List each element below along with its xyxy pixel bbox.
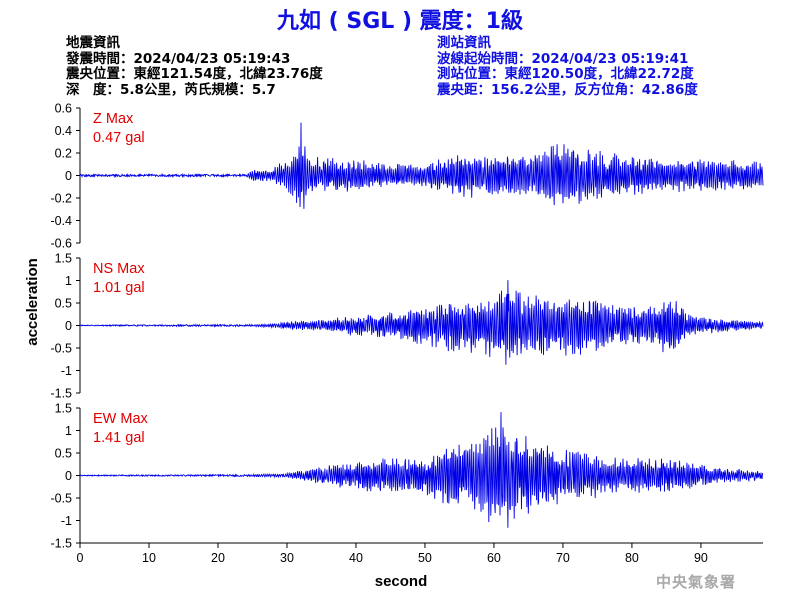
agency-watermark: 中央氣象署 [656, 573, 737, 591]
epicenter-location: 震央位置：東經121.54度，北緯23.76度 [66, 66, 323, 82]
chart-title: 九如 ( SGL ) 震度：1級 [277, 9, 523, 34]
station-location: 測站位置：東經120.50度，北緯22.72度 [437, 66, 694, 82]
earthquake-info: 地震資訊 發震時間：2024/04/23 05:19:43 震央位置：東經121… [66, 35, 323, 98]
waveform-trace-ns [79, 280, 764, 365]
y-tick-label: 0.4 [55, 124, 72, 138]
y-tick-label: 1.5 [55, 402, 72, 416]
max-label: EW Max [93, 411, 149, 427]
y-tick-label: 0.5 [55, 297, 72, 311]
time-axis: 0 10 20 30 40 50 60 70 80 90 [77, 542, 763, 565]
x-tick-label: 70 [556, 551, 570, 565]
y-tick-label: 1 [65, 274, 72, 288]
x-tick-label: 40 [349, 551, 363, 565]
y-tick-label: -0.2 [50, 192, 72, 206]
y-tick-label: -1.5 [50, 387, 72, 401]
waveform-trace-z [79, 122, 764, 209]
x-tick-label: 80 [625, 551, 639, 565]
max-value: 0.47 gal [93, 130, 145, 146]
x-tick-label: 30 [280, 551, 294, 565]
y-tick-label: 1.5 [55, 252, 72, 266]
y-tick-label: -0.5 [50, 342, 72, 356]
y-tick-label: -0.5 [50, 492, 72, 506]
panel-ns: -1.5 -1 -0.5 0 0.5 1 1.5 NS Max 1.01 gal [50, 252, 764, 401]
y-tick-label: -0.4 [50, 214, 72, 228]
y-tick-label: 0.6 [55, 102, 72, 116]
y-tick-label: 0.2 [55, 147, 72, 161]
y-axis-label: acceleration [24, 258, 41, 346]
panel-ew: -1.5 -1 -0.5 0 0.5 1 1.5 EW Max 1.41 gal [50, 402, 764, 551]
y-tick-label: -0.6 [50, 237, 72, 251]
station-info-heading: 測站資訊 [437, 35, 491, 51]
y-tick-label: -1 [61, 364, 72, 378]
panel-z: -0.6 -0.4 -0.2 0 0.2 0.4 0.6 Z Max 0.47 gal [50, 102, 764, 251]
y-tick-label: 0.5 [55, 447, 72, 461]
x-tick-label: 90 [694, 551, 708, 565]
max-label: NS Max [93, 261, 145, 277]
earthquake-info-heading: 地震資訊 [66, 35, 120, 51]
max-value: 1.41 gal [93, 430, 145, 446]
waveform-trace-ew [79, 412, 764, 528]
x-tick-label: 60 [487, 551, 501, 565]
station-info: 測站資訊 波線起始時間：2024/04/23 05:19:41 測站位置：東經1… [437, 35, 698, 98]
x-tick-label: 10 [142, 551, 156, 565]
x-tick-label: 0 [77, 551, 84, 565]
max-value: 1.01 gal [93, 280, 145, 296]
y-tick-label: -1 [61, 514, 72, 528]
wave-start-time: 波線起始時間：2024/04/23 05:19:41 [437, 50, 689, 67]
x-tick-label: 20 [211, 551, 225, 565]
x-axis-label: second [375, 573, 428, 590]
distance-azimuth: 震央距：156.2公里，反方位角：42.86度 [437, 81, 698, 98]
depth-magnitude: 深 度：5.8公里，芮氏規模：5.7 [66, 81, 276, 98]
y-tick-label: 0 [65, 319, 72, 333]
y-tick-label: -1.5 [50, 537, 72, 551]
origin-time: 發震時間：2024/04/23 05:19:43 [66, 50, 291, 67]
y-tick-label: 0 [65, 469, 72, 483]
max-label: Z Max [93, 111, 134, 127]
y-tick-label: 0 [65, 169, 72, 183]
x-tick-label: 50 [418, 551, 432, 565]
y-tick-label: 1 [65, 424, 72, 438]
